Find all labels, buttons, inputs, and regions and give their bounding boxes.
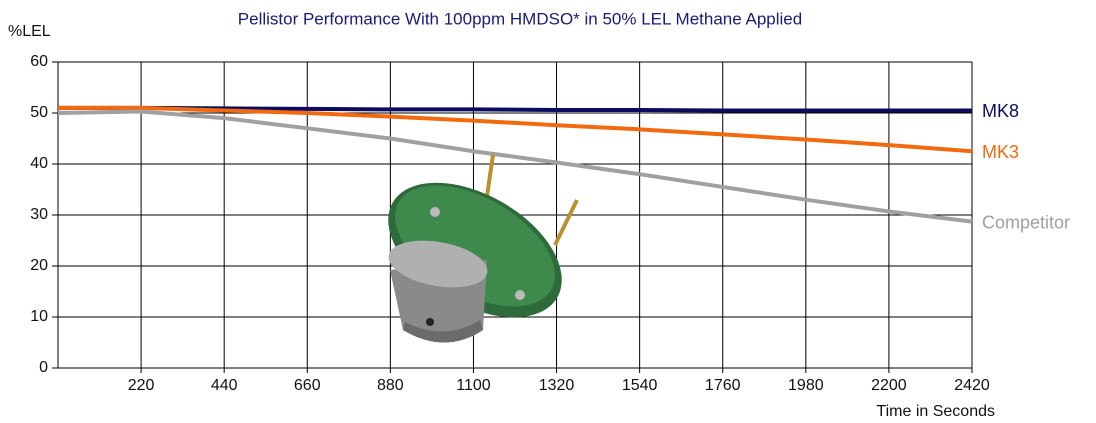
y-axis-label: %LEL: [8, 23, 51, 40]
y-tick-label: 30: [30, 206, 48, 223]
x-tick-label: 220: [128, 377, 155, 394]
x-tick-label: 1980: [788, 377, 824, 394]
chart-title: Pellistor Performance With 100ppm HMDSO*…: [238, 9, 802, 28]
series-label: MK8: [982, 101, 1019, 121]
series-line: [58, 105, 973, 154]
x-tick-label: 2420: [954, 377, 990, 394]
y-tick-label: 0: [39, 359, 48, 376]
x-tick-label: 1760: [705, 377, 741, 394]
x-tick-label: 1100: [456, 377, 491, 394]
series-line: [57, 109, 973, 224]
y-tick-label: 60: [30, 53, 48, 70]
x-tick-label: 2200: [871, 377, 907, 394]
x-tick-label: 1540: [622, 377, 658, 394]
sensor-image: [388, 154, 579, 343]
y-tick-label: 40: [30, 155, 48, 172]
y-tick-label: 10: [30, 308, 48, 325]
x-axis-label: Time in Seconds: [876, 403, 995, 420]
x-tick-label: 660: [294, 377, 321, 394]
x-tick-label: 440: [211, 377, 238, 394]
y-tick-label: 20: [30, 257, 48, 274]
series-label: Competitor: [982, 212, 1070, 232]
lines: [57, 105, 973, 224]
series-label: MK3: [982, 142, 1019, 162]
y-tick-label: 50: [30, 104, 48, 121]
x-tick-label: 880: [377, 377, 404, 394]
x-tick-label: 1320: [539, 377, 575, 394]
